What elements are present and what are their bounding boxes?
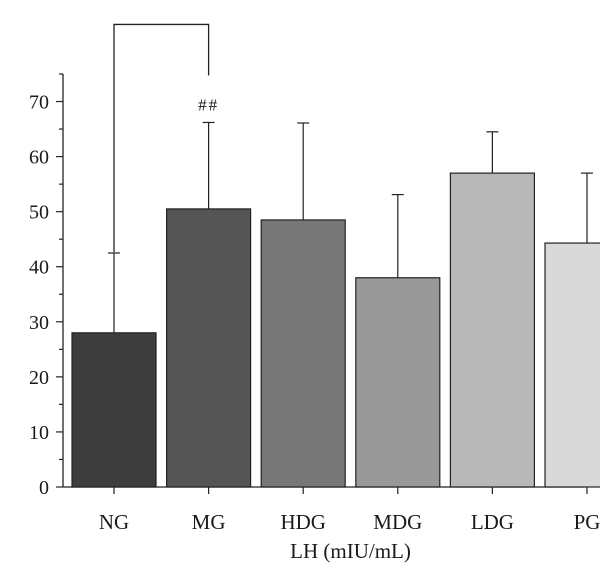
x-category-label: HDG (280, 510, 326, 534)
x-category-label: NG (99, 510, 129, 534)
y-tick-label: 50 (29, 202, 49, 224)
y-tick-label: 20 (29, 367, 49, 389)
x-axis-categories: NG MG HDG MDG LDG PG (99, 487, 600, 534)
significance-label: ## (198, 95, 219, 114)
bar-ldg (449, 172, 535, 488)
bar-pg (544, 242, 600, 488)
significance-bracket: ## (113, 23, 219, 252)
bar-ng (71, 332, 157, 488)
x-category-label: LDG (471, 510, 514, 534)
bar-hdg (260, 219, 346, 488)
error-bars (108, 121, 593, 333)
bars (71, 172, 600, 488)
y-tick-label: 10 (29, 422, 49, 444)
y-tick-label: 40 (29, 257, 49, 279)
bar-mdg (355, 277, 441, 488)
y-tick-label: 0 (39, 477, 49, 499)
bar-mg (166, 208, 252, 488)
x-category-label: MG (192, 510, 226, 534)
y-tick-label: 70 (29, 92, 49, 114)
significance-bracket-line (113, 23, 210, 252)
y-tick-label: 60 (29, 147, 49, 169)
y-tick-label: 30 (29, 312, 49, 334)
x-category-label: PG (574, 510, 600, 534)
x-category-label: MDG (373, 510, 422, 534)
x-axis-title: LH (mIU/mL) (290, 539, 411, 563)
y-axis-ticks: 0 10 20 30 40 50 60 70 (29, 73, 63, 499)
